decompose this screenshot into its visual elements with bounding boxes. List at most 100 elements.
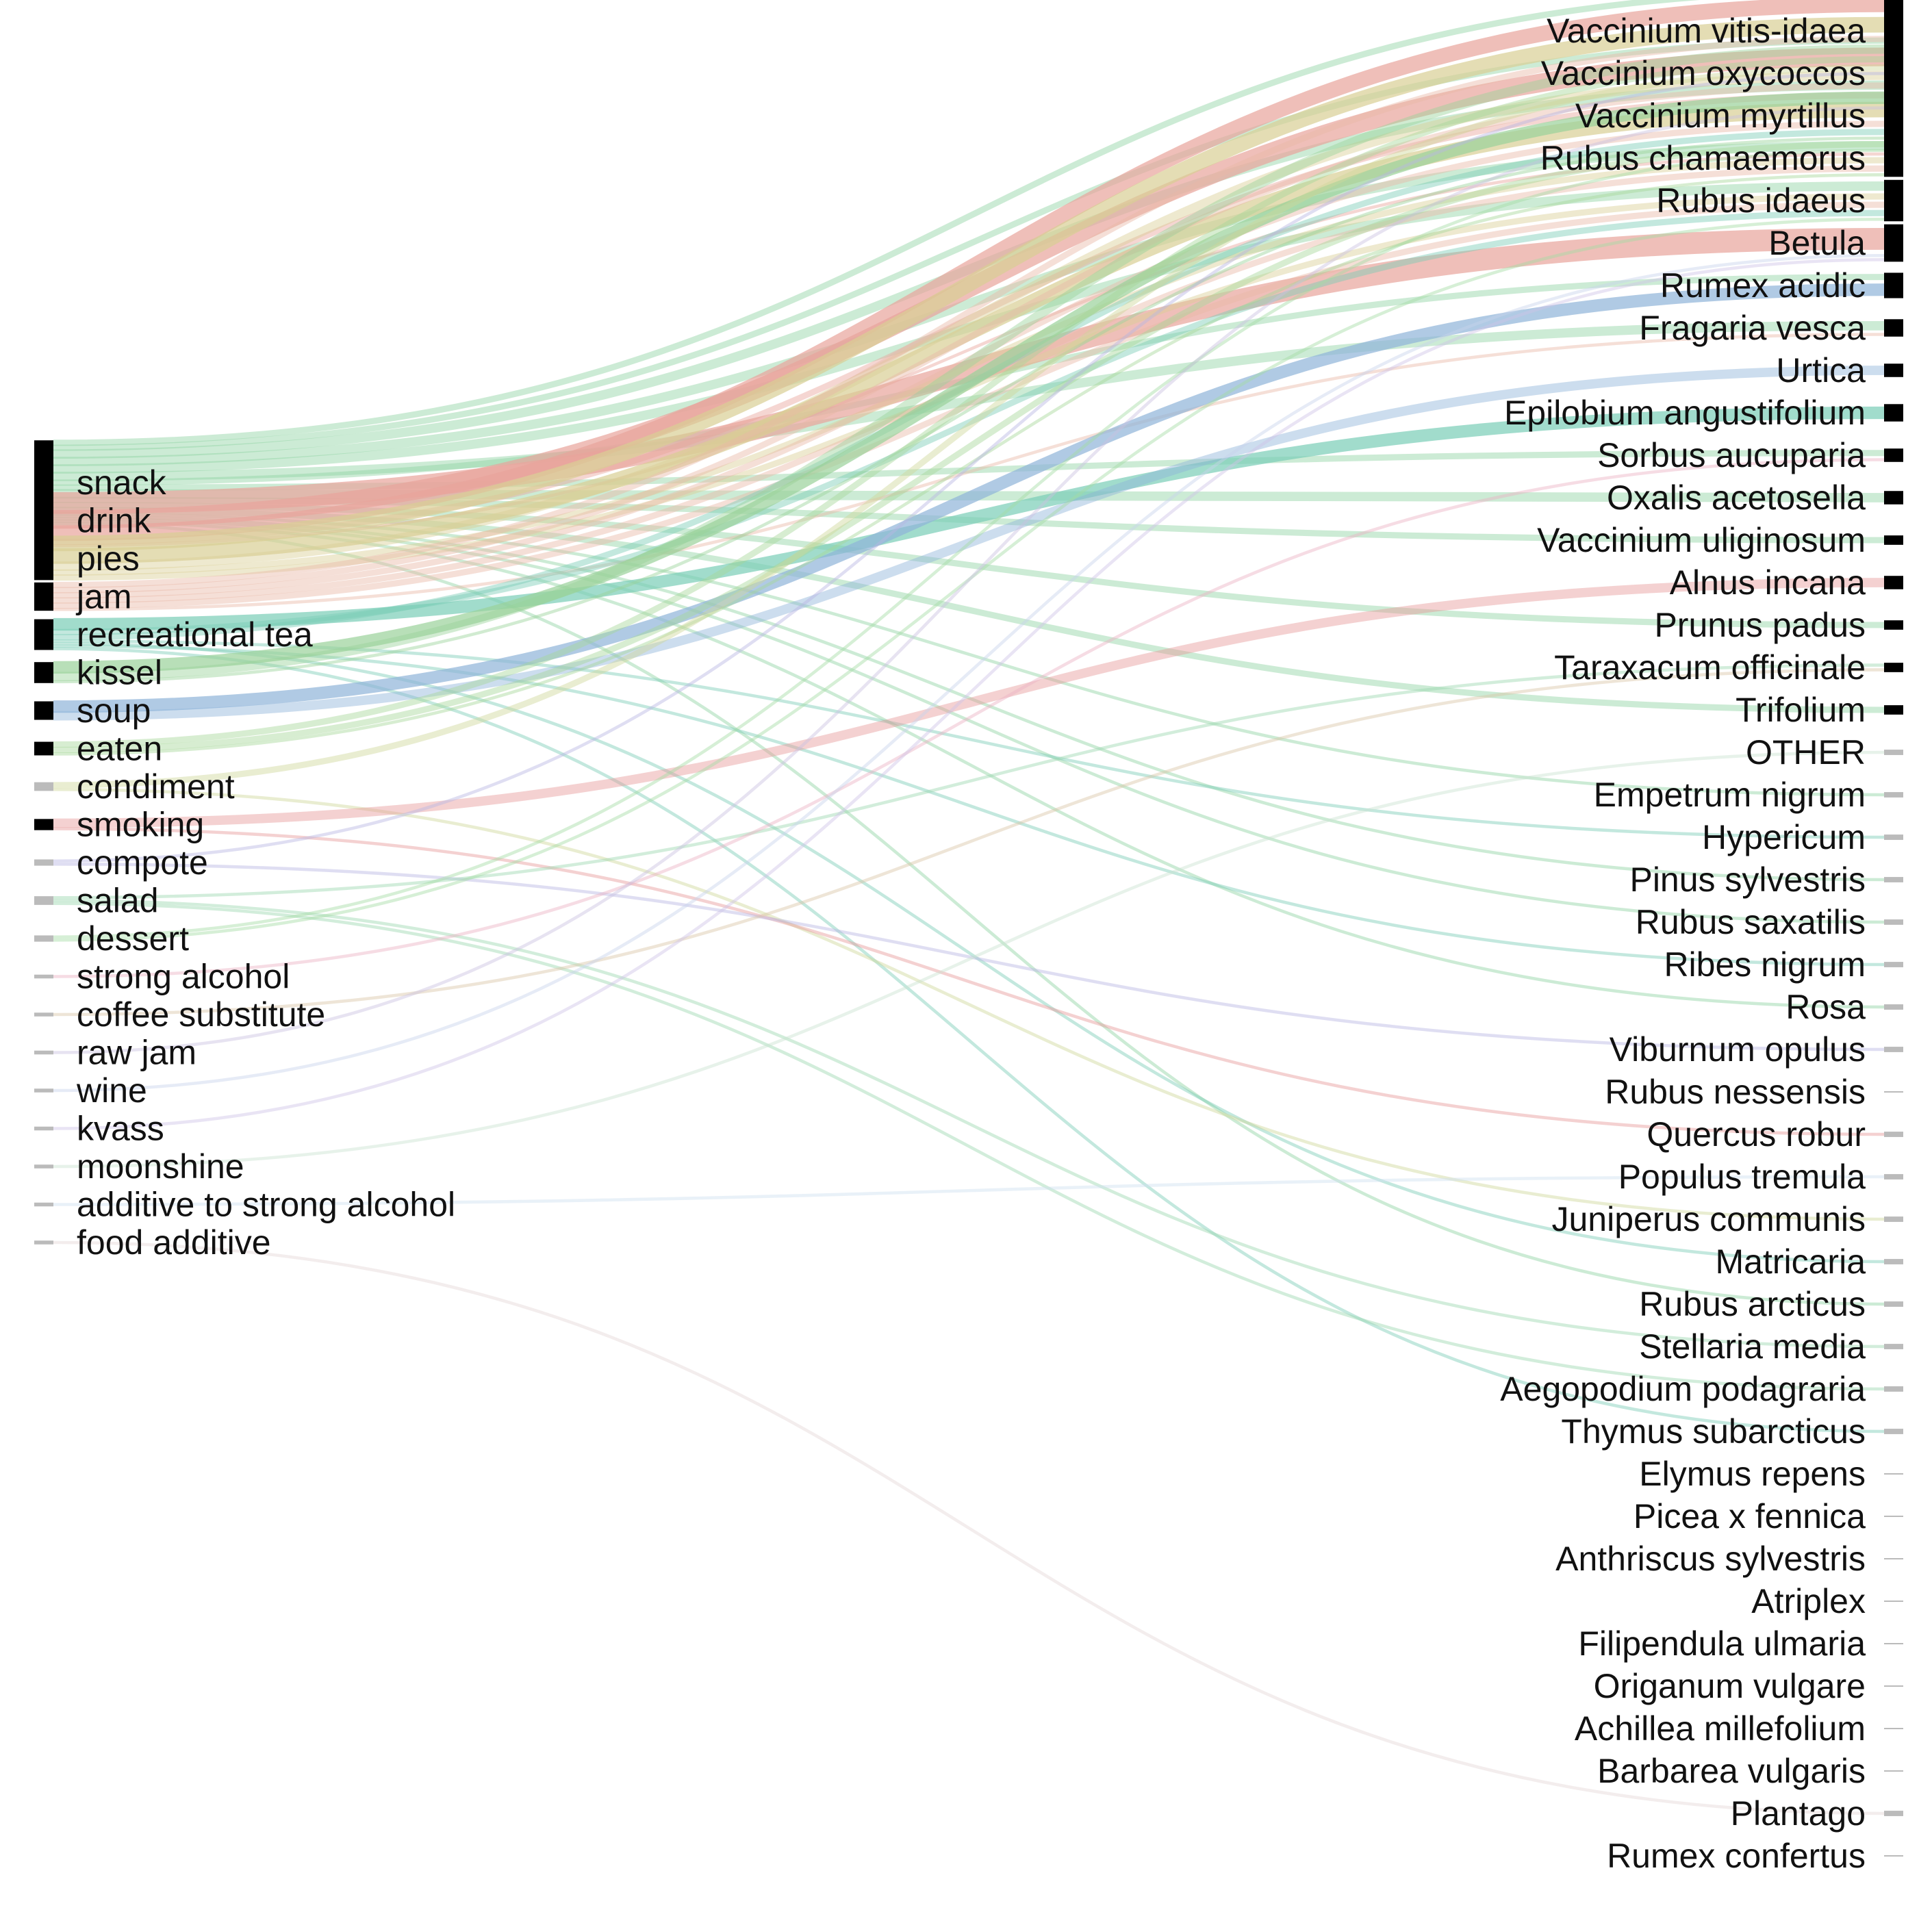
right-node-rubus-idaeus[interactable]: [1884, 179, 1903, 222]
link-pies-to-rubus-chamaemorus[interactable]: [53, 157, 1885, 576]
right-node-elymus-repens[interactable]: [1884, 1473, 1903, 1475]
right-node-anthriscus-sylvestris[interactable]: [1884, 1558, 1903, 1559]
link-salad-to-aegopodium-podagraria[interactable]: [53, 902, 1885, 1391]
right-node-alnus-incana[interactable]: [1884, 576, 1903, 589]
link-recreational-tea-to-epilobium-angustifolium[interactable]: [53, 406, 1885, 631]
link-additive-to-strong-alcohol-to-populus-tremula[interactable]: [53, 1175, 1885, 1206]
link-compote-to-viburnum-opulus[interactable]: [53, 863, 1885, 1051]
link-jam-to-vaccinium-oxycoccos[interactable]: [53, 82, 1885, 594]
link-condiment-to-vaccinium-vitis-idaea[interactable]: [53, 64, 1885, 789]
link-kissel-to-vaccinium-vitis-idaea[interactable]: [53, 44, 1885, 682]
left-node-pies[interactable]: [34, 537, 53, 581]
link-jam-to-vaccinium-vitis-idaea[interactable]: [53, 36, 1885, 589]
link-snack-to-pinus-sylvestris[interactable]: [53, 514, 1885, 882]
right-node-empetrum-nigrum[interactable]: [1884, 792, 1903, 798]
right-node-thymus-subarcticus[interactable]: [1884, 1429, 1903, 1434]
link-soup-to-urtica[interactable]: [53, 366, 1885, 721]
right-node-viburnum-opulus[interactable]: [1884, 1047, 1903, 1052]
link-dessert-to-rubus-idaeus[interactable]: [53, 217, 1885, 942]
link-dessert-to-vaccinium-myrtillus[interactable]: [53, 149, 1885, 939]
left-node-condiment[interactable]: [34, 782, 53, 791]
link-snack-to-fragaria-vesca[interactable]: [53, 321, 1885, 481]
left-node-eaten[interactable]: [34, 741, 53, 756]
right-node-betula[interactable]: [1884, 224, 1903, 262]
link-compote-to-vaccinium-vitis-idaea[interactable]: [53, 72, 1885, 863]
right-node-urtica[interactable]: [1884, 364, 1903, 377]
link-recreational-tea-to-hypericum[interactable]: [53, 639, 1885, 839]
link-raw-jam-to-vaccinium-oxycoccos[interactable]: [53, 106, 1885, 1054]
link-drink-to-vaccinium-vitis-idaea[interactable]: [53, 0, 1885, 541]
link-eaten-to-rubus-chamaemorus[interactable]: [53, 173, 1885, 756]
link-salad-to-stellaria-media[interactable]: [53, 899, 1885, 1349]
right-node-hypericum[interactable]: [1884, 834, 1903, 840]
link-coffee-substitute-to-taraxacum-officinale[interactable]: [53, 668, 1885, 1017]
right-node-pinus-sylvestris[interactable]: [1884, 877, 1903, 882]
left-node-kissel[interactable]: [34, 662, 53, 683]
right-node-ribes-nigrum[interactable]: [1884, 962, 1903, 967]
left-node-additive-to-strong-alcohol[interactable]: [34, 1202, 53, 1207]
left-node-smoking[interactable]: [34, 819, 53, 830]
right-node-other[interactable]: [1884, 750, 1903, 755]
link-wine-to-betula[interactable]: [53, 253, 1885, 1093]
right-node-rubus-saxatilis[interactable]: [1884, 919, 1903, 925]
left-node-strong-alcohol[interactable]: [34, 974, 53, 979]
link-snack-to-rubus-chamaemorus[interactable]: [53, 140, 1885, 466]
left-node-dessert[interactable]: [34, 935, 53, 942]
link-snack-to-rubus-saxatilis[interactable]: [53, 517, 1885, 924]
link-smoking-to-quercus-robur[interactable]: [53, 827, 1885, 1136]
link-kissel-to-vaccinium-oxycoccos[interactable]: [53, 91, 1885, 674]
right-node-vaccinium-uliginosum[interactable]: [1884, 535, 1903, 545]
right-node-trifolium[interactable]: [1884, 705, 1903, 715]
link-recreational-tea-to-ribes-nigrum[interactable]: [53, 644, 1885, 967]
right-node-filipendula-ulmaria[interactable]: [1884, 1643, 1903, 1644]
right-node-plantago[interactable]: [1884, 1811, 1903, 1816]
right-node-rubus-chamaemorus[interactable]: [1884, 139, 1903, 177]
right-node-juniperus-communis[interactable]: [1884, 1216, 1903, 1222]
link-snack-to-rosa[interactable]: [53, 520, 1885, 1009]
left-node-salad[interactable]: [34, 896, 53, 905]
link-snack-to-vaccinium-oxycoccos[interactable]: [53, 37, 1885, 451]
right-node-rosa[interactable]: [1884, 1004, 1903, 1010]
link-strong-alcohol-to-sorbus-aucuparia[interactable]: [53, 458, 1885, 978]
left-node-food-additive[interactable]: [34, 1240, 53, 1245]
link-kvass-to-betula[interactable]: [53, 258, 1885, 1130]
right-node-matricaria[interactable]: [1884, 1259, 1903, 1264]
link-jam-to-rubus-idaeus[interactable]: [53, 201, 1885, 609]
link-snack-to-vaccinium-vitis-idaea[interactable]: [53, 0, 1884, 446]
left-node-soup[interactable]: [34, 701, 53, 720]
link-jam-to-fragaria-vesca[interactable]: [53, 333, 1885, 611]
right-node-achillea-millefolium[interactable]: [1884, 1728, 1903, 1729]
link-recreational-tea-to-thymus-subarcticus[interactable]: [53, 647, 1885, 1433]
right-node-rubus-arcticus[interactable]: [1884, 1301, 1903, 1307]
link-pies-to-vaccinium-vitis-idaea[interactable]: [53, 16, 1885, 552]
link-smoking-to-alnus-incana[interactable]: [53, 578, 1885, 828]
link-snack-to-rubus-arcticus[interactable]: [53, 522, 1885, 1306]
right-node-aegopodium-podagraria[interactable]: [1884, 1386, 1903, 1392]
link-salad-to-taraxacum-officinale[interactable]: [53, 663, 1885, 900]
left-node-moonshine[interactable]: [34, 1164, 53, 1169]
right-node-barbarea-vulgaris[interactable]: [1884, 1770, 1903, 1772]
right-node-rumex-acidic[interactable]: [1884, 272, 1903, 298]
left-node-raw-jam[interactable]: [34, 1050, 53, 1055]
left-node-wine[interactable]: [34, 1088, 53, 1093]
right-node-epilobium-angustifolium[interactable]: [1884, 404, 1903, 422]
left-node-recreational-tea[interactable]: [34, 619, 53, 650]
link-jam-to-vaccinium-myrtillus[interactable]: [53, 120, 1885, 599]
right-node-origanum-vulgare[interactable]: [1884, 1685, 1903, 1687]
right-node-populus-tremula[interactable]: [1884, 1174, 1903, 1180]
right-node-oxalis-acetosella[interactable]: [1884, 491, 1903, 505]
link-recreational-tea-to-rubus-idaeus[interactable]: [53, 209, 1885, 635]
right-node-rumex-confertus[interactable]: [1884, 1855, 1903, 1857]
right-node-rubus-nessensis[interactable]: [1884, 1091, 1903, 1093]
link-pies-to-vaccinium-oxycoccos[interactable]: [53, 71, 1885, 571]
link-soup-to-rumex-acidic[interactable]: [53, 283, 1885, 713]
right-node-stellaria-media[interactable]: [1884, 1344, 1903, 1349]
right-node-quercus-robur[interactable]: [1884, 1132, 1903, 1137]
left-node-jam[interactable]: [34, 582, 53, 611]
right-node-fragaria-vesca[interactable]: [1884, 319, 1903, 337]
link-food-additive-to-plantago[interactable]: [53, 1240, 1885, 1815]
right-node-picea-x-fennica[interactable]: [1884, 1516, 1903, 1517]
link-moonshine-to-other[interactable]: [53, 750, 1885, 1169]
link-kissel-to-vaccinium-myrtillus[interactable]: [53, 136, 1885, 684]
right-node-prunus-padus[interactable]: [1884, 620, 1903, 630]
